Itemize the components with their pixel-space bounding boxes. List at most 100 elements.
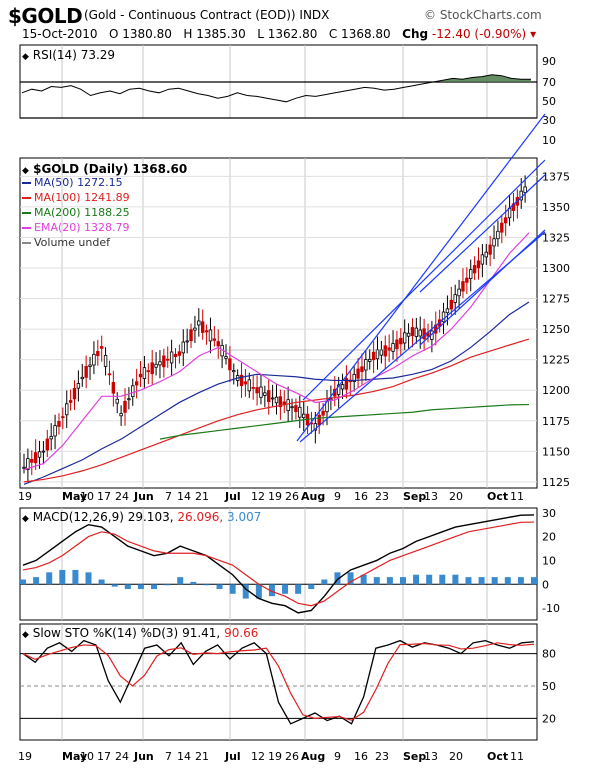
price-candle-body (162, 355, 166, 368)
price-candle-body (204, 330, 209, 333)
rsi-tick-label: 30 (542, 114, 556, 127)
price-candle-body (418, 329, 422, 337)
price-candle-body (340, 384, 345, 390)
price-candle-body (399, 337, 403, 345)
price-candle-body (317, 414, 321, 426)
price-candle-body (492, 238, 496, 247)
price-candle-body (127, 398, 131, 401)
quote-line: 15-Oct-2010 O 1380.80 H 1385.30 L 1362.8… (22, 27, 536, 41)
macd-histogram-bar (229, 584, 236, 594)
macd-histogram-bar (360, 574, 367, 585)
macd-histogram-bar (308, 584, 315, 590)
macd-histogram-bar (190, 581, 197, 585)
x-axis-top-label: 19 (18, 490, 32, 503)
macd-tick-label: 10 (542, 554, 556, 567)
price-candle-body (232, 370, 236, 373)
price-candle-body (406, 332, 411, 337)
price-candle-body (68, 400, 73, 403)
quote-low: L 1362.80 (257, 27, 318, 41)
price-candle-body (45, 438, 50, 451)
price-candle-body (57, 421, 61, 427)
sto-label: ◆ Slow STO %K(14) %D(3) 91.41, 90.66 (22, 626, 259, 640)
price-candle-body (111, 382, 116, 394)
trend-channel-line (419, 174, 546, 293)
price-candle-body (379, 349, 384, 356)
x-axis-bottom-label: 16 (354, 750, 368, 763)
macd-histogram-bar (268, 584, 275, 597)
x-axis-top-label: May (62, 490, 87, 503)
trend-channel-line (419, 229, 546, 346)
sto-d-value: 90.66 (224, 626, 259, 640)
x-axis-bottom-label: 19 (18, 750, 32, 763)
price-candle-body (212, 338, 217, 341)
price-candle-body (259, 386, 263, 398)
price-candle-body (449, 299, 454, 310)
x-axis-top-label: 19 (268, 490, 282, 503)
x-axis-bottom-label: Aug (301, 750, 325, 763)
price-candle-body (173, 353, 178, 358)
price-candle-body (321, 410, 325, 416)
macd-tick-label: 0 (542, 578, 549, 591)
quote-change-label: Chg (402, 27, 429, 41)
x-axis-top-label: 23 (375, 490, 389, 503)
price-candle-body (251, 387, 255, 389)
price-candle-body (115, 398, 119, 404)
stockcharts-credit[interactable]: © StockCharts.com (424, 8, 542, 22)
price-candle-body (22, 466, 26, 469)
price-candle-body (294, 405, 298, 412)
x-axis-top-label: 20 (449, 490, 463, 503)
legend-item: MA(100) 1241.89 (22, 191, 130, 204)
price-candle-body (154, 363, 158, 368)
macd-histogram-bar (124, 584, 131, 590)
price-candle-body (368, 358, 372, 362)
price-candle-body (228, 358, 232, 371)
x-axis-bottom-label: 13 (424, 750, 438, 763)
macd-tick-label: 20 (542, 531, 556, 544)
price-candle-body (138, 373, 143, 378)
price-candle-body (391, 343, 395, 352)
macd-histogram-bar (85, 572, 92, 585)
price-candle-body (298, 406, 302, 418)
price-candle-body (84, 365, 88, 378)
price-candle-body (177, 351, 182, 356)
rsi-tick-label: 10 (542, 134, 556, 147)
price-panel-title: ◆ $GOLD (Daily) 1368.60 (22, 162, 188, 176)
price-candle-body (465, 277, 469, 283)
macd-histogram-bar (295, 584, 302, 594)
price-candle-body (480, 254, 485, 265)
trend-channel-line (302, 159, 546, 401)
price-candle-body (402, 332, 407, 344)
price-candle-body (123, 400, 127, 413)
x-axis-bottom-label: Jun (133, 750, 154, 763)
price-candle-body (150, 362, 154, 375)
x-axis-bottom-label: 9 (334, 750, 341, 763)
quote-high: H 1385.30 (183, 27, 246, 41)
price-candle-body (255, 387, 259, 394)
price-candle-body (119, 413, 123, 417)
x-axis-bottom-label: 26 (285, 750, 299, 763)
price-candle-body (158, 361, 162, 366)
price-candle-body (30, 459, 34, 463)
rsi-tick-label: 90 (542, 55, 556, 68)
macd-histogram-bar (465, 577, 472, 585)
quote-open: O 1380.80 (109, 27, 172, 41)
quote-close: C 1368.80 (328, 27, 391, 41)
legend-label: EMA(20) 1328.79 (34, 221, 130, 234)
price-candle-body (239, 374, 244, 387)
x-axis-bottom-label: 19 (268, 750, 282, 763)
price-tick-label: 1375 (542, 170, 570, 183)
price-candle-body (267, 390, 271, 402)
price-candle-body (364, 359, 368, 371)
price-candle-body (107, 373, 112, 376)
legend-swatch (22, 212, 31, 214)
x-axis-bottom-label: 14 (177, 750, 191, 763)
price-candle-body (422, 328, 426, 340)
macd-histogram-bar (491, 577, 498, 585)
legend-label: MA(200) 1188.25 (34, 206, 130, 219)
trend-channel-line (296, 113, 546, 442)
price-candle-body (37, 451, 42, 458)
x-axis-bottom-label: 20 (449, 750, 463, 763)
price-candle-body (200, 321, 205, 333)
sto-panel-frame (19, 623, 538, 741)
legend-swatch (22, 182, 31, 184)
